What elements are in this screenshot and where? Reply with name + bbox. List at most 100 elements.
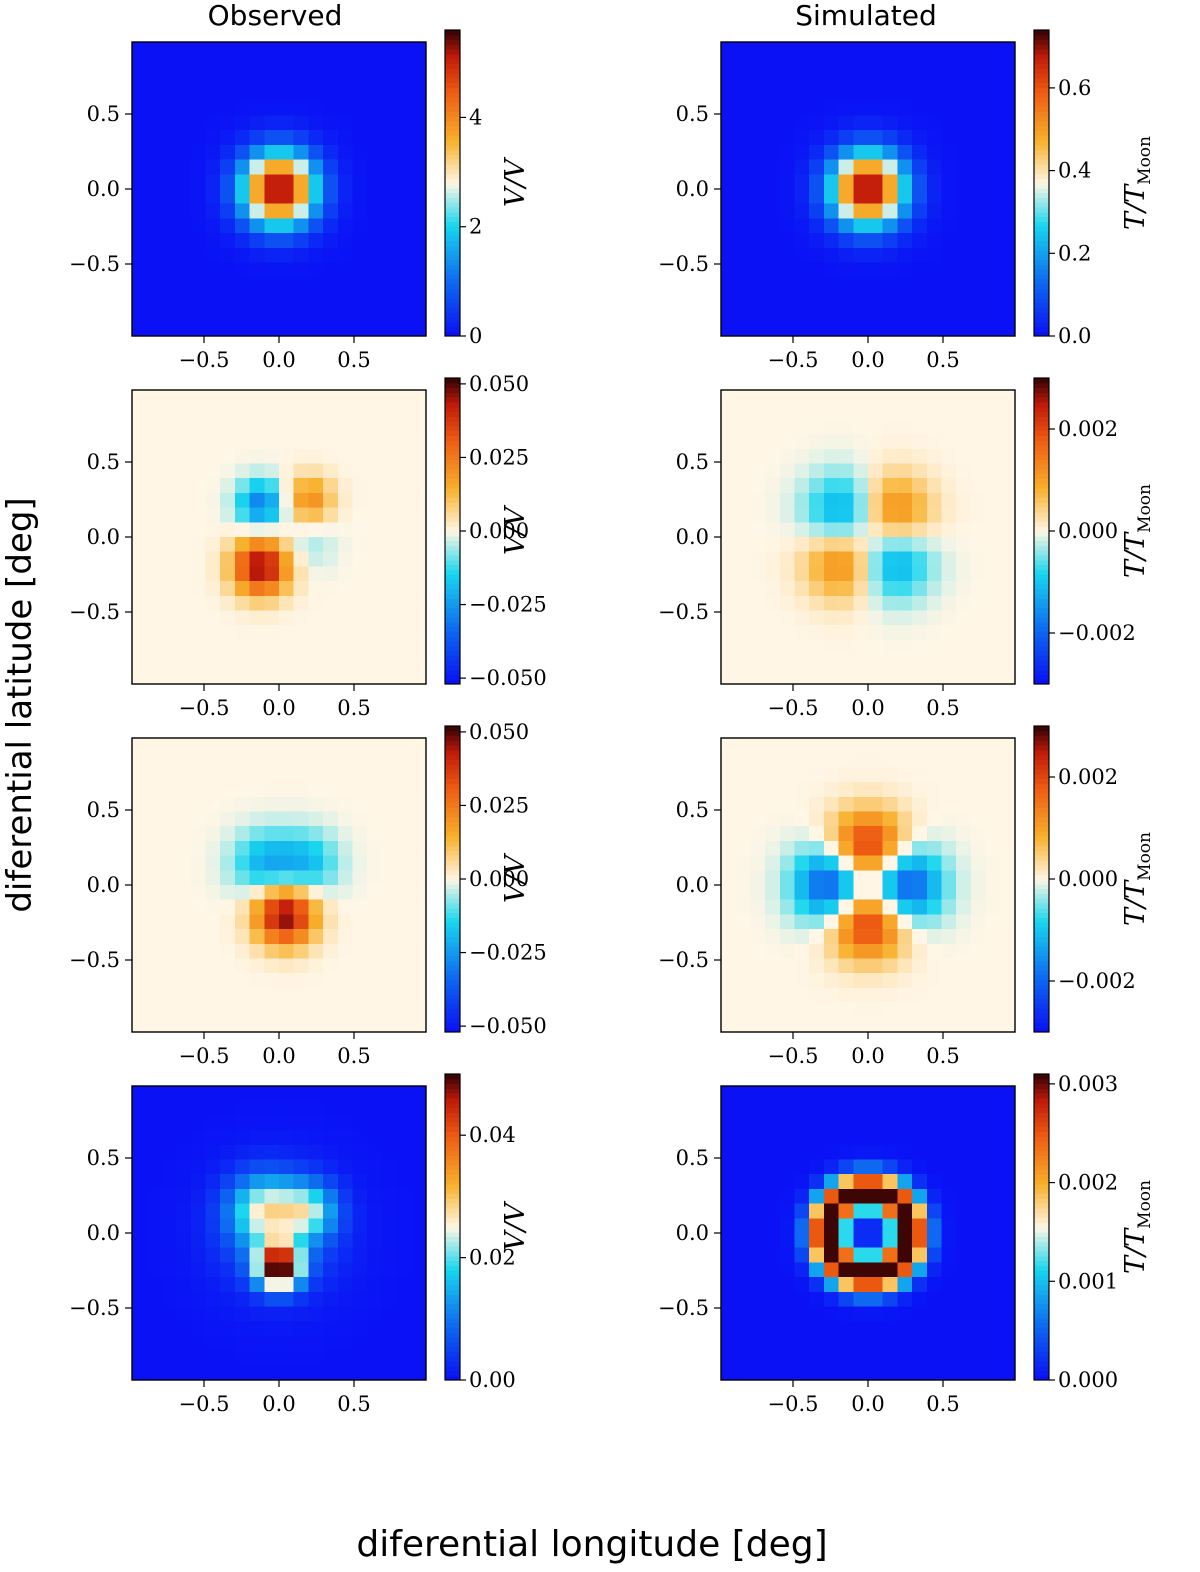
heatmap-cell	[897, 262, 913, 278]
heatmap-cell	[176, 419, 192, 435]
heatmap-cell	[735, 958, 751, 974]
heatmap-cell	[912, 56, 928, 72]
heatmap-cell	[868, 1335, 884, 1351]
colorbar-segment	[445, 593, 460, 599]
heatmap-cell	[308, 943, 324, 959]
heatmap-cell	[823, 86, 839, 102]
heatmap-cell	[293, 448, 309, 464]
heatmap-cell	[293, 321, 309, 337]
heatmap-cell	[234, 115, 250, 131]
heatmap-cell	[323, 625, 339, 641]
heatmap-cell	[205, 1291, 221, 1307]
heatmap-cell	[985, 537, 1001, 553]
heatmap-cell	[205, 1262, 221, 1278]
heatmap-cell	[352, 1100, 368, 1116]
heatmap-cell	[264, 537, 280, 553]
heatmap-cell	[234, 1174, 250, 1190]
heatmap-cell	[264, 463, 280, 479]
heatmap-cell	[264, 419, 280, 435]
heatmap-cell	[293, 291, 309, 307]
heatmap-cell	[249, 1291, 265, 1307]
heatmap-cell	[985, 86, 1001, 102]
y-tick-label: −0.5	[69, 252, 120, 276]
heatmap-cell	[279, 625, 295, 641]
heatmap-cell	[970, 262, 986, 278]
heatmap-cell	[1000, 581, 1016, 597]
colorbar-segment	[1034, 984, 1049, 990]
heatmap-cell	[765, 277, 781, 293]
heatmap-cell	[146, 291, 162, 307]
heatmap-cell	[411, 321, 427, 337]
heatmap-cell	[132, 1262, 148, 1278]
heatmap-cell	[279, 870, 295, 886]
heatmap-cell	[750, 840, 766, 856]
heatmap-cell	[337, 159, 353, 175]
heatmap-cell	[264, 262, 280, 278]
heatmap-cell	[146, 1321, 162, 1337]
colorbar-segment	[1034, 1370, 1049, 1376]
heatmap-cell	[779, 782, 795, 798]
heatmap-cell	[132, 855, 148, 871]
heatmap-cell	[249, 291, 265, 307]
x-tick-label: −0.5	[179, 1392, 230, 1416]
heatmap-cell	[956, 738, 972, 754]
colorbar-segment	[445, 531, 460, 537]
heatmap-cell	[750, 1262, 766, 1278]
heatmap-cell	[868, 189, 884, 205]
heatmap-cell	[234, 306, 250, 322]
heatmap-cell	[308, 291, 324, 307]
heatmap-cell	[293, 767, 309, 783]
colorbar-segment	[1034, 593, 1049, 599]
heatmap-cell	[926, 100, 942, 116]
colorbar-segment	[445, 797, 460, 804]
heatmap-cell	[323, 1174, 339, 1190]
heatmap-cell	[970, 434, 986, 450]
heatmap-cell	[161, 973, 177, 989]
colorbar-segment	[445, 130, 460, 136]
heatmap-cell	[220, 566, 236, 582]
colorbar-segment	[445, 1265, 460, 1271]
heatmap-cell	[838, 1321, 854, 1337]
x-tick-label: 0.0	[262, 348, 295, 372]
heatmap-cell	[970, 840, 986, 856]
heatmap-cell	[205, 247, 221, 263]
colorbar-segment	[445, 159, 460, 165]
heatmap-cell	[367, 522, 383, 538]
heatmap-cells	[132, 738, 427, 1033]
heatmap-cell	[868, 262, 884, 278]
heatmap-cell	[823, 1017, 839, 1033]
heatmap-cell	[396, 929, 412, 945]
heatmap-cell	[205, 811, 221, 827]
y-tick-label: −0.5	[69, 948, 120, 972]
heatmap-cell	[912, 130, 928, 146]
heatmap-cell	[279, 581, 295, 597]
heatmap-cell	[853, 1233, 869, 1249]
heatmap-cell	[381, 885, 397, 901]
heatmap-cell	[838, 434, 854, 450]
heatmap-cell	[190, 448, 206, 464]
heatmap-cell	[396, 1233, 412, 1249]
heatmap-cell	[323, 885, 339, 901]
x-tick-label: 0.0	[262, 696, 295, 720]
heatmap-cell	[750, 929, 766, 945]
heatmap-cell	[868, 321, 884, 337]
heatmap-cell	[205, 610, 221, 626]
heatmap-cell	[279, 610, 295, 626]
heatmap-cell	[381, 1017, 397, 1033]
heatmap-cell	[956, 782, 972, 798]
heatmap-cell	[794, 1247, 810, 1263]
heatmap-cell	[912, 1174, 928, 1190]
heatmap-cell	[941, 767, 957, 783]
heatmap-cell	[323, 277, 339, 293]
heatmap-cell	[176, 42, 192, 58]
heatmap-cell	[926, 203, 942, 219]
heatmap-cell	[868, 1277, 884, 1293]
heatmap-cell	[853, 885, 869, 901]
heatmap-cell	[882, 943, 898, 959]
heatmap-cell	[838, 1203, 854, 1219]
heatmap-cell	[396, 767, 412, 783]
heatmap-cell	[234, 1321, 250, 1337]
colorbar-segment	[445, 1179, 460, 1185]
heatmap-cell	[176, 1188, 192, 1204]
heatmap-cell	[750, 581, 766, 597]
